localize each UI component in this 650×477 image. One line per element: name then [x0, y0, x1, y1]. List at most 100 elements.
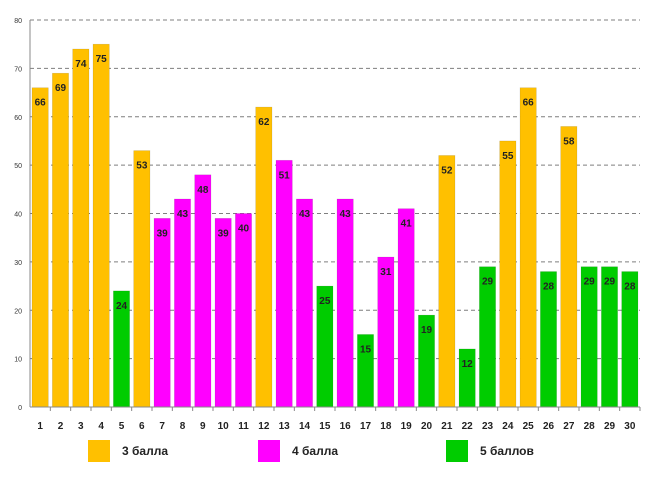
bar [153, 218, 171, 408]
data-label: 40 [238, 224, 250, 235]
x-tick-label: 30 [624, 421, 636, 432]
y-tick-label: 70 [14, 66, 22, 73]
x-tick-label: 23 [482, 421, 494, 432]
data-label: 15 [360, 344, 372, 355]
legend-label: 3 балла [122, 444, 169, 458]
data-label: 31 [380, 267, 392, 278]
y-tick-label: 0 [18, 405, 22, 412]
data-label: 62 [258, 117, 270, 128]
bar [92, 43, 110, 408]
data-label: 43 [177, 209, 189, 220]
x-tick-label: 2 [58, 421, 64, 432]
x-tick-label: 27 [563, 421, 575, 432]
x-tick-label: 10 [218, 421, 230, 432]
legend-swatch-magenta [258, 440, 280, 462]
bar [275, 159, 293, 408]
data-label: 69 [55, 83, 67, 94]
bar [31, 87, 49, 408]
bar [214, 218, 232, 408]
x-tick-label: 5 [119, 421, 125, 432]
x-tick-label: 8 [180, 421, 186, 432]
legend-label: 4 балла [292, 444, 339, 458]
x-tick-label: 16 [340, 421, 352, 432]
data-label: 28 [543, 282, 555, 293]
bar [519, 87, 537, 408]
data-label: 48 [197, 185, 209, 196]
data-label: 53 [136, 161, 148, 172]
x-tick-label: 14 [299, 421, 311, 432]
x-tick-label: 19 [401, 421, 413, 432]
bar [133, 150, 151, 408]
x-tick-label: 21 [441, 421, 453, 432]
bars [31, 43, 639, 408]
x-tick-label: 4 [98, 421, 104, 432]
bar [194, 174, 212, 408]
bar [174, 198, 191, 408]
x-tick-label: 26 [543, 421, 555, 432]
bar [458, 348, 476, 408]
y-tick-label: 10 [14, 357, 22, 364]
data-label: 28 [624, 282, 636, 293]
gridlines [30, 19, 640, 360]
data-label: 58 [563, 136, 575, 147]
bar [52, 72, 69, 408]
legend-item-4-points: 4 балла [258, 440, 338, 462]
bar [499, 140, 517, 408]
x-tick-label: 20 [421, 421, 433, 432]
data-label: 29 [584, 277, 596, 288]
bar [479, 266, 496, 408]
data-label: 75 [96, 54, 108, 65]
data-label: 43 [340, 209, 352, 220]
data-label: 51 [279, 170, 291, 181]
y-tick-label: 60 [14, 115, 22, 122]
y-tick-label: 80 [14, 18, 22, 25]
data-label: 66 [523, 98, 535, 109]
bar [397, 208, 415, 408]
legend: 3 балла 4 балла 5 баллов [0, 440, 650, 470]
data-label: 12 [462, 359, 474, 370]
x-tick-label: 1 [37, 421, 43, 432]
data-label: 25 [319, 296, 331, 307]
x-tick-label: 6 [139, 421, 145, 432]
y-axis-ticks: 0 10 20 30 40 50 60 70 80 [14, 18, 22, 412]
x-tick-label: 7 [159, 421, 165, 432]
x-tick-label: 11 [238, 421, 249, 432]
data-label: 39 [157, 228, 169, 239]
x-tick-label: 28 [584, 421, 596, 432]
data-label: 52 [441, 165, 453, 176]
y-tick-label: 40 [14, 212, 22, 219]
x-tick-label: 29 [604, 421, 616, 432]
data-label: 24 [116, 301, 128, 312]
x-tick-label: 18 [380, 421, 392, 432]
legend-label: 5 баллов [480, 444, 534, 458]
y-tick-label: 50 [14, 163, 22, 170]
y-tick-label: 30 [14, 260, 22, 267]
data-label: 55 [502, 151, 514, 162]
data-label: 41 [401, 219, 413, 230]
x-tick-label: 13 [279, 421, 291, 432]
data-label: 74 [75, 59, 87, 70]
x-axis-ticks: 1 2 3 4 5 6 7 8 9 10 11 12 13 14 15 16 17 18 19 20 21 22 23 24 2… [37, 407, 641, 432]
bar [438, 155, 456, 408]
legend-item-5-points: 5 баллов [446, 440, 534, 462]
legend-swatch-green [446, 440, 468, 462]
x-tick-label: 3 [78, 421, 84, 432]
x-tick-label: 12 [258, 421, 270, 432]
legend-item-3-points: 3 балла [88, 440, 168, 462]
data-labels: 66 69 74 75 24 53 39 43 48 39 40 62 51 43 25 43 15 31 41 19… [35, 54, 636, 370]
x-tick-label: 17 [360, 421, 372, 432]
data-label: 66 [35, 98, 47, 109]
bar [296, 198, 313, 408]
bar [560, 126, 578, 408]
data-label: 39 [218, 228, 230, 239]
x-tick-label: 9 [200, 421, 206, 432]
x-tick-label: 24 [502, 421, 514, 432]
bar [255, 106, 273, 408]
data-label: 29 [604, 277, 616, 288]
bar [580, 266, 598, 408]
bar [601, 266, 618, 408]
bar [235, 213, 252, 408]
data-label: 19 [421, 325, 433, 336]
data-label: 43 [299, 209, 311, 220]
